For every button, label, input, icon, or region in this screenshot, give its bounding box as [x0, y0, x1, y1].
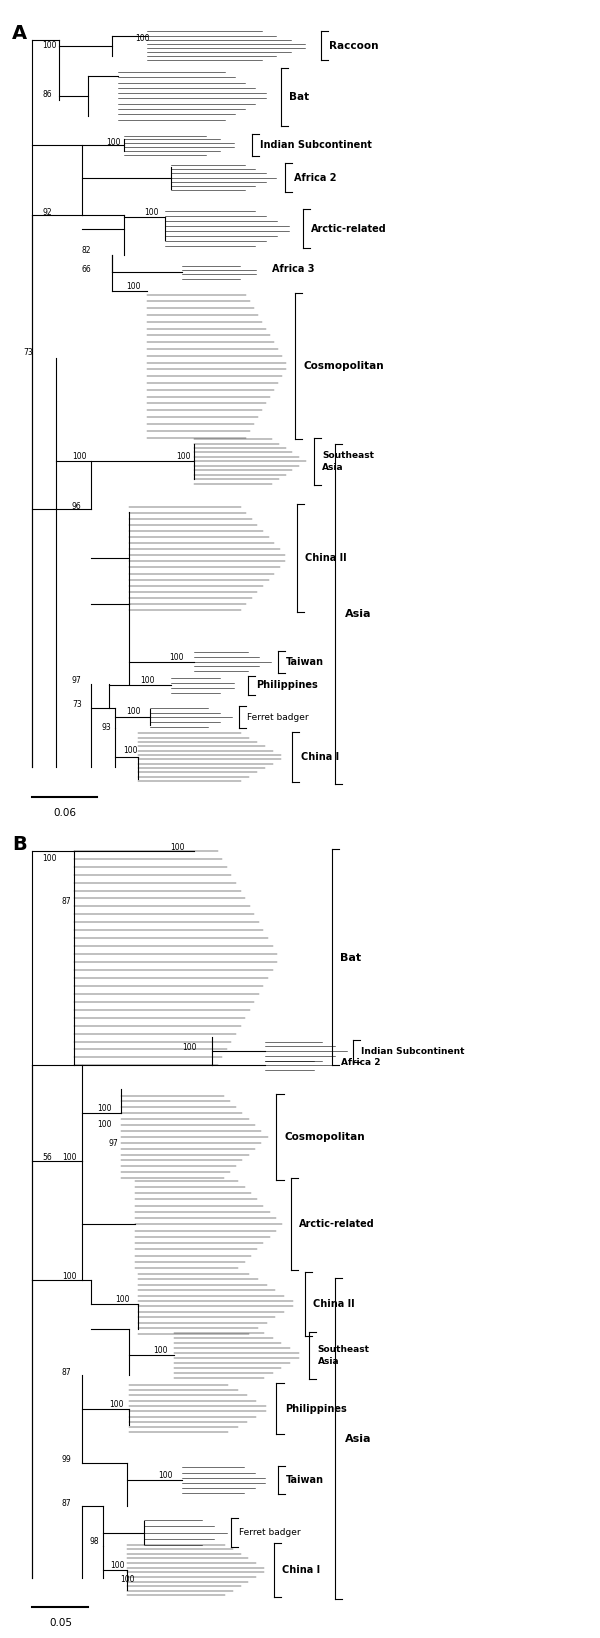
Text: 100: 100: [115, 1294, 129, 1304]
Text: 100: 100: [62, 1153, 76, 1163]
Text: 97: 97: [109, 1138, 119, 1148]
Text: Indian Subcontinent: Indian Subcontinent: [361, 1047, 464, 1055]
Text: Taiwan: Taiwan: [286, 657, 324, 667]
Text: 73: 73: [72, 701, 82, 709]
Text: 99: 99: [62, 1455, 71, 1464]
Text: 100: 100: [144, 208, 158, 218]
Text: 100: 100: [110, 1561, 125, 1569]
Text: Ferret badger: Ferret badger: [239, 1528, 301, 1536]
Text: 98: 98: [89, 1536, 99, 1546]
Text: 100: 100: [109, 1400, 124, 1409]
Text: 100: 100: [136, 34, 150, 43]
Text: 100: 100: [158, 1471, 172, 1481]
Text: China II: China II: [313, 1299, 355, 1309]
Text: 100: 100: [127, 706, 141, 716]
Text: Bat: Bat: [289, 92, 310, 103]
Text: Raccoon: Raccoon: [329, 41, 379, 51]
Text: 73: 73: [23, 349, 34, 357]
Text: Asia: Asia: [317, 1358, 339, 1366]
Text: Arctic-related: Arctic-related: [311, 223, 387, 234]
Text: 97: 97: [72, 676, 82, 685]
Text: 87: 87: [62, 1499, 71, 1509]
Text: 87: 87: [62, 898, 71, 906]
Text: 100: 100: [97, 1120, 112, 1129]
Text: Africa 2: Africa 2: [293, 172, 336, 183]
Text: 100: 100: [121, 1576, 135, 1584]
Text: Taiwan: Taiwan: [286, 1476, 324, 1486]
Text: Africa 2: Africa 2: [341, 1058, 380, 1068]
Text: 100: 100: [169, 652, 184, 662]
Text: 87: 87: [62, 1368, 71, 1378]
Text: 100: 100: [72, 452, 86, 462]
Text: 86: 86: [43, 90, 52, 98]
Text: Asia: Asia: [322, 464, 344, 472]
Text: Indian Subcontinent: Indian Subcontinent: [260, 141, 372, 151]
Text: Arctic-related: Arctic-related: [299, 1219, 375, 1228]
Text: Southeast: Southeast: [317, 1345, 370, 1353]
Text: 93: 93: [101, 722, 111, 732]
Text: Philippines: Philippines: [285, 1404, 346, 1414]
Text: Asia: Asia: [344, 609, 371, 619]
Text: 100: 100: [153, 1346, 167, 1355]
Text: China I: China I: [301, 752, 339, 762]
Text: 100: 100: [127, 282, 141, 292]
Text: 96: 96: [72, 501, 82, 511]
Text: 82: 82: [81, 246, 91, 256]
Text: 100: 100: [124, 747, 138, 755]
Text: Cosmopolitan: Cosmopolitan: [285, 1132, 365, 1142]
Text: A: A: [12, 25, 27, 43]
Text: 100: 100: [97, 1104, 112, 1114]
Text: 100: 100: [106, 138, 121, 147]
Text: 100: 100: [140, 676, 155, 685]
Text: 100: 100: [170, 844, 185, 852]
Text: Philippines: Philippines: [256, 680, 318, 691]
Text: Southeast: Southeast: [322, 450, 374, 460]
Text: B: B: [12, 835, 26, 853]
Text: Cosmopolitan: Cosmopolitan: [304, 360, 384, 372]
Text: China II: China II: [305, 554, 347, 563]
Text: 0.05: 0.05: [49, 1618, 72, 1628]
Text: Africa 3: Africa 3: [272, 264, 314, 274]
Text: Bat: Bat: [340, 953, 361, 963]
Text: 0.06: 0.06: [53, 808, 76, 817]
Text: 100: 100: [176, 452, 191, 462]
Text: 100: 100: [182, 1043, 197, 1052]
Text: 92: 92: [43, 208, 52, 216]
Text: China I: China I: [283, 1564, 320, 1576]
Text: Asia: Asia: [344, 1433, 371, 1443]
Text: 100: 100: [43, 853, 57, 863]
Text: Ferret badger: Ferret badger: [247, 713, 309, 722]
Text: 100: 100: [43, 41, 57, 49]
Text: 56: 56: [43, 1153, 52, 1163]
Text: 66: 66: [81, 265, 91, 274]
Text: 100: 100: [62, 1273, 76, 1281]
